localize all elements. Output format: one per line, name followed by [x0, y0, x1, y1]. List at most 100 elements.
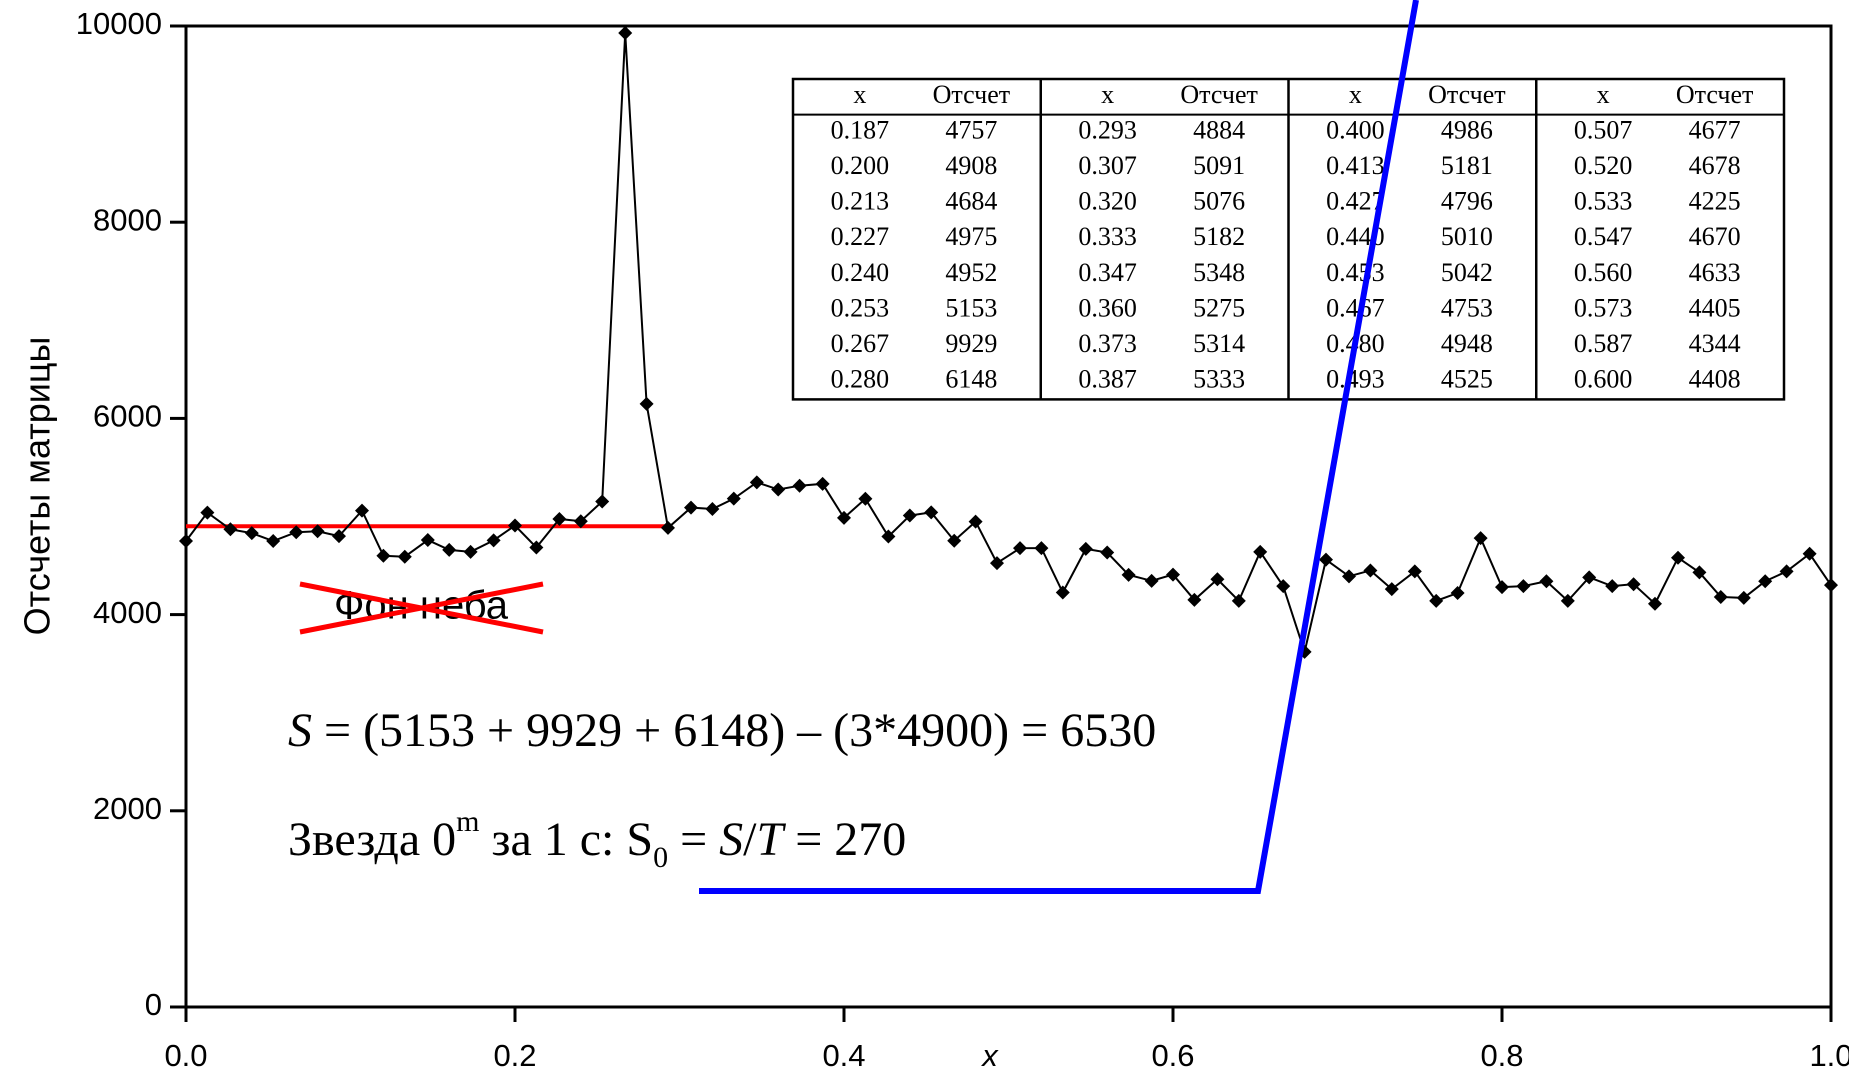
- table-cell: 5181: [1441, 151, 1493, 180]
- table-cell: 5333: [1193, 365, 1245, 394]
- table-cell: 4884: [1193, 115, 1245, 144]
- table-cell: 5153: [945, 293, 997, 322]
- data-point: [771, 482, 786, 497]
- data-point: [1539, 574, 1554, 589]
- x-tick-label: 0.0: [164, 1038, 207, 1073]
- formula-part: 0: [653, 841, 668, 874]
- data-point: [463, 544, 478, 559]
- data-point: [924, 505, 939, 520]
- data-point: [968, 514, 983, 529]
- y-tick-label: 6000: [93, 399, 162, 434]
- y-tick-label: 2000: [93, 791, 162, 826]
- data-point: [1473, 531, 1488, 546]
- table-cell: 0.280: [831, 365, 890, 394]
- table-cell: 0.213: [831, 187, 890, 216]
- data-point: [1736, 590, 1751, 605]
- table-cell: 0.360: [1078, 293, 1137, 322]
- table-cell: 0.560: [1574, 258, 1633, 287]
- data-point: [1824, 578, 1838, 593]
- data-point: [705, 502, 720, 517]
- table-cell: 5182: [1193, 222, 1245, 251]
- data-point: [1055, 585, 1070, 600]
- data-point: [881, 529, 896, 544]
- y-tick-label: 8000: [93, 202, 162, 237]
- data-point: [595, 494, 610, 509]
- strike: [299, 581, 544, 635]
- table-cell: 0.400: [1326, 115, 1385, 144]
- data-point: [442, 542, 457, 557]
- data-point: [1276, 579, 1291, 594]
- data-point: [639, 396, 654, 411]
- data-point: [552, 511, 567, 526]
- table-cell: 4753: [1441, 293, 1493, 322]
- x-tick-label: 0.6: [1151, 1038, 1194, 1073]
- data-point: [837, 510, 851, 525]
- data-point: [1605, 579, 1620, 594]
- data-point: [1429, 593, 1444, 608]
- data-point: [749, 475, 764, 490]
- table-cell: 4952: [945, 258, 997, 287]
- table-cell: 0.493: [1326, 365, 1385, 394]
- data-point: [1495, 580, 1509, 595]
- table-cell: 5275: [1193, 293, 1245, 322]
- table-cell: 0.427: [1326, 187, 1385, 216]
- data-point: [1516, 579, 1531, 594]
- data-point: [1671, 550, 1686, 565]
- data-point: [1144, 573, 1159, 588]
- data-point: [1407, 564, 1422, 579]
- data-point: [1342, 569, 1357, 584]
- y-tick-label: 4000: [93, 595, 162, 630]
- data-point: [726, 491, 741, 506]
- data-point: [223, 522, 238, 537]
- table-cell: 4796: [1441, 187, 1493, 216]
- data-point: [266, 534, 281, 549]
- table-cell: 9929: [945, 329, 997, 358]
- data-point: [355, 503, 370, 518]
- table-header: Отсчет: [1428, 80, 1505, 109]
- table-cell: 4525: [1441, 365, 1493, 394]
- table-cell: 4405: [1689, 293, 1741, 322]
- table-cell: 4225: [1689, 187, 1741, 216]
- table-cell: 0.413: [1326, 151, 1385, 180]
- data-point: [420, 533, 435, 548]
- data-point: [684, 500, 699, 515]
- table-header: Отсчет: [1180, 80, 1257, 109]
- table-header: x: [1349, 80, 1362, 109]
- x-tick-label: 0.2: [493, 1038, 536, 1073]
- formula-part: за 1 с: S: [479, 813, 653, 866]
- table-cell: 4948: [1441, 329, 1493, 358]
- data-point: [1034, 541, 1049, 556]
- data-point: [331, 529, 346, 544]
- data-point: [508, 518, 522, 533]
- table-cell: 0.387: [1078, 365, 1137, 394]
- data-point: [1253, 544, 1268, 559]
- formula-part: = (5153 + 9929 + 6148) – (3*4900) = 6530: [312, 704, 1156, 757]
- data-point: [1450, 586, 1465, 601]
- data-point: [1560, 593, 1575, 608]
- data-point: [902, 508, 917, 523]
- table-cell: 5042: [1441, 258, 1493, 287]
- table-cell: 0.187: [831, 115, 890, 144]
- table-header: x: [1597, 80, 1610, 109]
- pointer-line: [699, 0, 1419, 894]
- data-line: [185, 32, 1832, 656]
- table-cell: 0.347: [1078, 258, 1137, 287]
- data-point: [397, 549, 412, 564]
- data-point: [1078, 541, 1093, 556]
- table-cell: 4678: [1689, 151, 1741, 180]
- data-point: [1713, 589, 1728, 604]
- data-point: [244, 526, 259, 541]
- table-cell: 4677: [1689, 115, 1741, 144]
- table-cell: 0.240: [831, 258, 890, 287]
- data-point: [660, 520, 675, 535]
- table-header: Отсчет: [933, 80, 1010, 109]
- table-cell: 4344: [1689, 329, 1741, 358]
- table-header: x: [1101, 80, 1114, 109]
- data-point: [1779, 564, 1794, 579]
- plot-frame: [184, 24, 1833, 1009]
- data-point: [289, 525, 304, 540]
- table-cell: 0.267: [831, 329, 890, 358]
- table-cell: 0.467: [1326, 293, 1385, 322]
- data-point: [1692, 565, 1707, 580]
- table-cell: 0.453: [1326, 258, 1385, 287]
